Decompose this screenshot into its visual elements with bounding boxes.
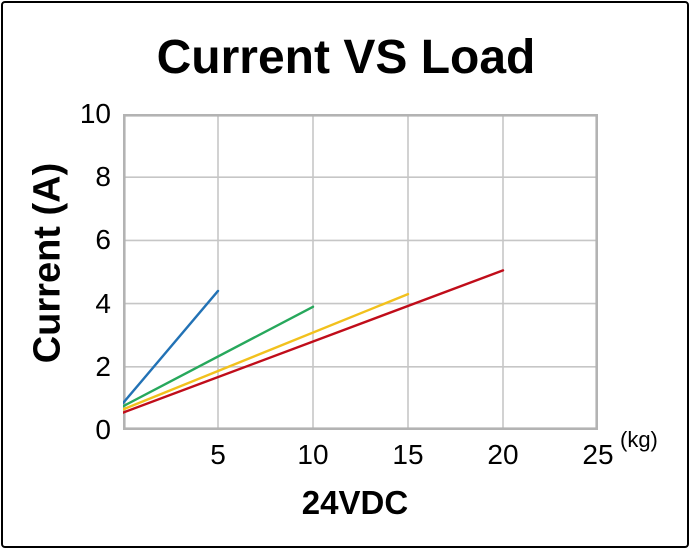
y-tick-label: 6	[95, 224, 111, 256]
y-tick-label: 2	[95, 350, 111, 382]
y-tick-label: 4	[95, 287, 111, 319]
red-line	[123, 269, 505, 414]
chart-title: Current VS Load	[156, 31, 536, 84]
y-tick-label: 0	[95, 414, 111, 445]
y-axis-label-text: Current (A)	[26, 162, 69, 364]
x-tick-label: 5	[210, 439, 226, 470]
x-tick-label: 15	[392, 439, 424, 470]
green-line	[123, 305, 315, 408]
plot-frame	[123, 114, 598, 430]
x-tick-label: 25	[582, 439, 614, 470]
blue-line	[123, 289, 220, 405]
y-tick-label: 10	[79, 98, 111, 129]
plot-area	[123, 114, 598, 430]
y-tick-label: 8	[95, 161, 111, 193]
x-axis-unit: (kg)	[620, 427, 658, 452]
x-axis-label: 24VDC	[301, 484, 409, 521]
yellow-line	[123, 292, 410, 411]
x-tick-label: 20	[487, 439, 519, 470]
x-tick-label: 10	[297, 439, 329, 470]
